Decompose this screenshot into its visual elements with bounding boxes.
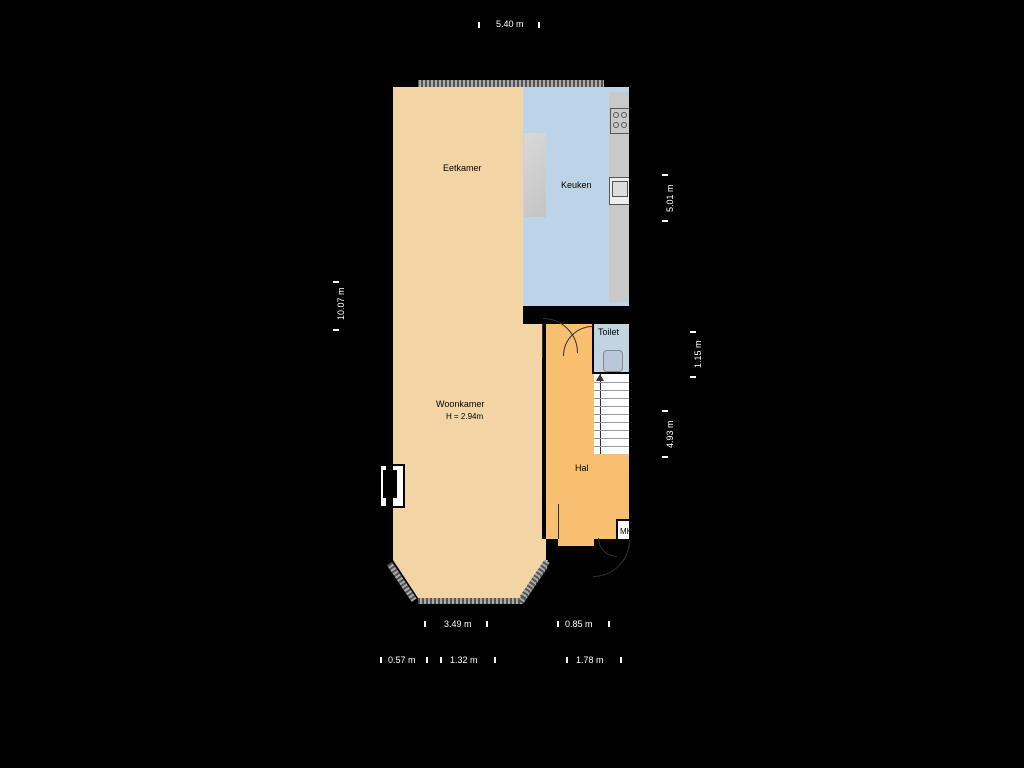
- room-bay-floor: [418, 560, 523, 598]
- dim-right-hal: 4.93 m: [665, 420, 675, 448]
- wall-left: [386, 87, 393, 527]
- dim-marker: [566, 657, 568, 663]
- label-keuken: Keuken: [561, 180, 592, 190]
- dim-marker: [608, 621, 610, 627]
- wall-bottom-left: [386, 527, 393, 560]
- dim-left-height: 10.07 m: [336, 287, 346, 320]
- wall-right-keuken: [629, 87, 636, 306]
- label-hal: Hal: [575, 463, 589, 473]
- dim-right-keuken: 5.01 m: [665, 184, 675, 212]
- dim-marker: [333, 329, 339, 331]
- hal-door-opening: [558, 539, 594, 546]
- label-eetkamer: Eetkamer: [443, 163, 482, 173]
- floorplan-canvas: MK: [0, 0, 1024, 768]
- wall-right-hal: [629, 324, 636, 540]
- kitchen-island: [524, 133, 546, 217]
- dim-marker: [662, 220, 668, 222]
- label-woonkamer: Woonkamer: [436, 399, 484, 409]
- dim-marker: [662, 174, 668, 176]
- label-toilet: Toilet: [598, 327, 619, 337]
- room-woonkamer-lower: [393, 527, 546, 560]
- dim-marker: [380, 657, 382, 663]
- dim-marker: [424, 621, 426, 627]
- dim-right-toilet: 1.15 m: [693, 340, 703, 368]
- door-leaf-entry: [558, 504, 559, 539]
- wall-keuken-below: [523, 306, 629, 324]
- dim-bottom-left-ext: 0.57 m: [388, 655, 416, 665]
- dim-marker: [690, 331, 696, 333]
- kitchen-hob: [610, 108, 630, 134]
- wall-top-right-solid: [604, 80, 629, 87]
- dim-marker: [440, 657, 442, 663]
- dim-marker: [662, 456, 668, 458]
- stairs: [594, 374, 629, 454]
- dim-marker: [662, 410, 668, 412]
- wall-toilet-bottom: [592, 372, 629, 374]
- wall-top: [393, 80, 629, 87]
- dim-bottom-bay-mid: 1.32 m: [450, 655, 478, 665]
- dim-marker: [333, 281, 339, 283]
- door-leaf-1: [542, 324, 543, 358]
- dim-top-width: 5.40 m: [496, 19, 524, 29]
- dim-bottom-hal-door: 0.85 m: [565, 619, 593, 629]
- dim-marker: [538, 22, 540, 28]
- dim-marker: [557, 621, 559, 627]
- wall-hal-toilet: [592, 324, 594, 374]
- dim-marker: [620, 657, 622, 663]
- wall-bay-bottom: [418, 598, 523, 604]
- dim-marker: [494, 657, 496, 663]
- dim-bottom-bay: 3.49 m: [444, 619, 472, 629]
- dim-marker: [690, 376, 696, 378]
- kitchen-sink-basin: [612, 181, 628, 197]
- dim-marker: [478, 22, 480, 28]
- dim-marker: [486, 621, 488, 627]
- label-woonkamer-height: H = 2.94m: [446, 412, 483, 421]
- wall-top-left-solid: [393, 80, 418, 87]
- dim-bottom-hal-width: 1.78 m: [576, 655, 604, 665]
- toilet-fixture: [603, 350, 623, 372]
- dim-marker: [426, 657, 428, 663]
